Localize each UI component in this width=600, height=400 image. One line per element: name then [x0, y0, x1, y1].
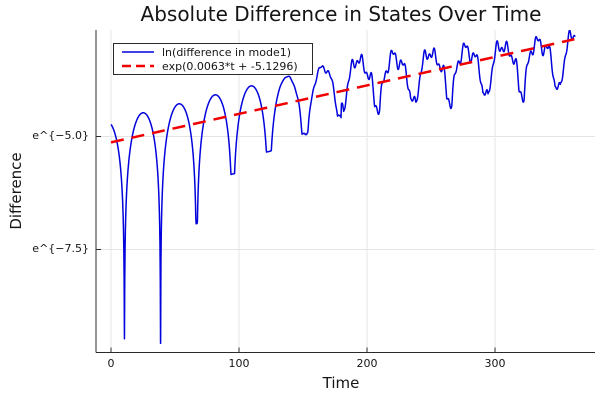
y-tick-label: e^{−7.5}: [32, 242, 89, 256]
chart-title: Absolute Difference in States Over Time: [140, 2, 542, 26]
x-tick-label: 200: [356, 357, 378, 370]
legend-line-sample-solid: [122, 51, 154, 53]
legend-entry: exp(0.0063*t + -5.1296): [114, 59, 312, 73]
x-tick-label: 300: [484, 357, 506, 370]
y-axis-label: Difference: [7, 152, 25, 230]
y-tick-label: e^{−5.0}: [32, 129, 89, 143]
legend-label: exp(0.0063*t + -5.1296): [162, 59, 298, 73]
legend-label: ln(difference in mode1): [162, 45, 292, 59]
x-tick-label: 100: [228, 357, 250, 370]
legend: ln(difference in mode1) exp(0.0063*t + -…: [113, 43, 313, 75]
legend-line-sample-dashed: [122, 64, 154, 68]
legend-entry: ln(difference in mode1): [114, 45, 312, 59]
x-tick-label: 0: [107, 357, 115, 370]
x-axis-label: Time: [322, 374, 360, 392]
